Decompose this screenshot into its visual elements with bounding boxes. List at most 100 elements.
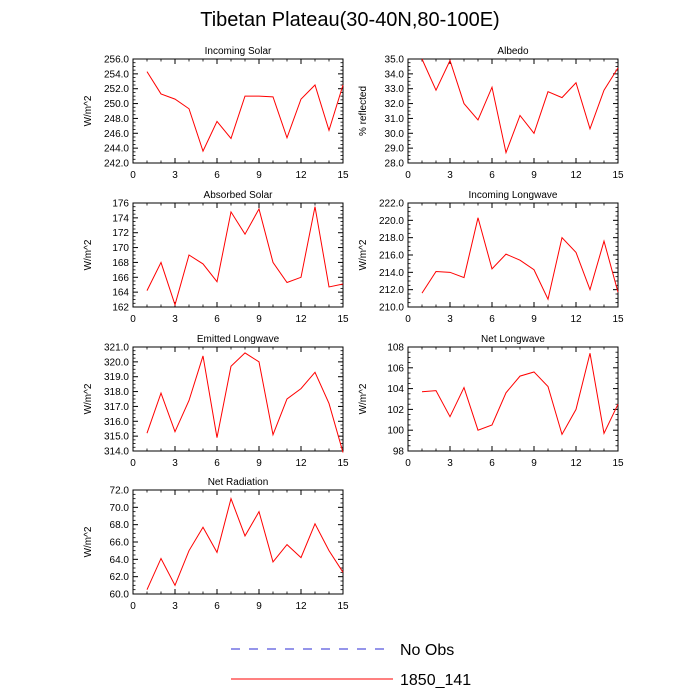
x-tick-label: 0 <box>405 314 411 325</box>
y-axis-label: W/m^2 <box>358 383 369 414</box>
y-axis-label: W/m^2 <box>358 239 369 270</box>
y-tick-label: 319.0 <box>104 372 129 383</box>
plot-frame <box>132 489 344 595</box>
x-tick-label: 6 <box>214 170 220 181</box>
y-tick-label: 254.0 <box>104 69 129 80</box>
y-tick-label: 320.0 <box>104 357 129 368</box>
y-tick-label: 31.0 <box>385 114 405 125</box>
y-tick-label: 174 <box>112 213 129 224</box>
x-tick-label: 3 <box>172 170 178 181</box>
panel-albedo: Albedo % reflected 28.0 29.0 30.0 31.0 32.0 33.… <box>358 46 624 181</box>
y-tick-label: 108 <box>387 343 404 354</box>
legend-label: No Obs <box>400 642 454 659</box>
panel-absorbed-solar: Absorbed Solar W/m^2 162 164 166 168 170 172 174… <box>83 190 349 325</box>
figure-title: Tibetan Plateau(30-40N,80-100E) <box>200 9 500 31</box>
x-tick-label: 12 <box>570 458 582 469</box>
x-tick-label: 6 <box>489 314 495 325</box>
panel-emitted-longwave: Emitted Longwave W/m^2 314.0 315.0 316.0 317.… <box>83 334 349 469</box>
y-tick-label: 214.0 <box>379 268 404 279</box>
x-tick-label: 9 <box>256 314 262 325</box>
y-tick-label: 66.0 <box>110 538 130 549</box>
x-tick-label: 3 <box>172 314 178 325</box>
x-tick-label: 12 <box>295 314 307 325</box>
y-tick-label: 35.0 <box>385 55 405 66</box>
y-tick-label: 242.0 <box>104 159 129 170</box>
x-tick-label: 3 <box>172 601 178 612</box>
y-tick-label: 220.0 <box>379 216 404 227</box>
legend: No Obs 1850_141 <box>231 642 471 689</box>
y-tick-label: 104 <box>387 384 404 395</box>
x-tick-label: 9 <box>531 458 537 469</box>
x-tick-label: 3 <box>172 458 178 469</box>
x-tick-label: 9 <box>256 170 262 181</box>
y-tick-label: 321.0 <box>104 343 129 354</box>
x-tick-label: 6 <box>214 458 220 469</box>
y-tick-label: 98 <box>393 447 405 458</box>
x-tick-label: 6 <box>489 170 495 181</box>
y-tick-label: 315.0 <box>104 432 129 443</box>
y-tick-label: 72.0 <box>110 486 130 497</box>
x-tick-label: 9 <box>256 601 262 612</box>
y-tick-label: 176 <box>112 199 129 210</box>
panel-title: Incoming Solar <box>205 46 272 57</box>
y-tick-label: 34.0 <box>385 69 405 80</box>
y-tick-label: 244.0 <box>104 144 129 155</box>
y-axis-label: W/m^2 <box>83 526 94 557</box>
y-tick-label: 60.0 <box>110 590 130 601</box>
x-tick-label: 3 <box>447 458 453 469</box>
y-tick-label: 100 <box>387 426 404 437</box>
panel-net-radiation: Net Radiation W/m^2 60.0 62.0 64.0 66.0 68.0 70… <box>83 477 349 612</box>
series-line-1850_141 <box>421 353 619 436</box>
x-tick-label: 6 <box>489 458 495 469</box>
plot-frame <box>407 346 619 452</box>
y-tick-label: 106 <box>387 363 404 374</box>
x-tick-label: 15 <box>337 601 349 612</box>
x-tick-label: 12 <box>295 458 307 469</box>
y-tick-label: 168 <box>112 258 129 269</box>
x-tick-label: 0 <box>405 170 411 181</box>
x-tick-label: 0 <box>130 314 136 325</box>
x-tick-label: 15 <box>612 170 624 181</box>
y-tick-label: 70.0 <box>110 503 130 514</box>
x-tick-label: 9 <box>531 314 537 325</box>
y-tick-label: 28.0 <box>385 159 405 170</box>
panel-title: Net Longwave <box>481 334 545 345</box>
x-tick-label: 3 <box>447 314 453 325</box>
y-tick-label: 216.0 <box>379 251 404 262</box>
x-tick-label: 0 <box>130 458 136 469</box>
y-tick-label: 317.0 <box>104 402 129 413</box>
series-line-1850_141 <box>146 497 344 590</box>
x-tick-label: 12 <box>295 601 307 612</box>
series-line-1850_141 <box>146 352 344 453</box>
y-tick-label: 222.0 <box>379 199 404 210</box>
y-tick-label: 68.0 <box>110 520 130 531</box>
y-tick-label: 30.0 <box>385 129 405 140</box>
y-tick-label: 62.0 <box>110 572 130 583</box>
y-axis-label: W/m^2 <box>83 383 94 414</box>
x-tick-label: 0 <box>130 601 136 612</box>
x-tick-label: 0 <box>405 458 411 469</box>
y-tick-label: 316.0 <box>104 417 129 428</box>
y-tick-label: 170 <box>112 243 129 254</box>
y-tick-label: 318.0 <box>104 387 129 398</box>
x-tick-label: 9 <box>531 170 537 181</box>
x-tick-label: 15 <box>337 314 349 325</box>
plot-frame <box>407 58 619 164</box>
panel-net-longwave: Net Longwave W/m^2 98 100 102 104 106 108 0 3 6 9 12… <box>358 334 624 469</box>
y-tick-label: 172 <box>112 228 129 239</box>
y-tick-label: 162 <box>112 303 129 314</box>
panel-title: Albedo <box>497 46 529 57</box>
y-tick-label: 33.0 <box>385 84 405 95</box>
series-line-1850_141 <box>146 71 344 153</box>
y-axis-label: % reflected <box>358 86 369 136</box>
x-tick-label: 6 <box>214 314 220 325</box>
panel-title: Absorbed Solar <box>204 190 274 201</box>
y-tick-label: 32.0 <box>385 99 405 110</box>
y-tick-label: 212.0 <box>379 285 404 296</box>
x-tick-label: 15 <box>337 170 349 181</box>
y-tick-label: 102 <box>387 405 404 416</box>
y-axis-label: W/m^2 <box>83 95 94 126</box>
y-tick-label: 250.0 <box>104 99 129 110</box>
series-line-1850_141 <box>146 206 344 307</box>
